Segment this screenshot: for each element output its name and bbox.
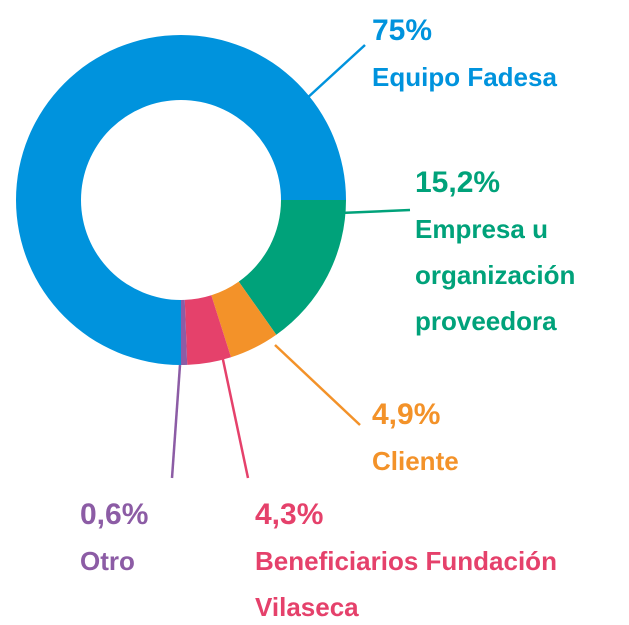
category-label: Cliente bbox=[372, 446, 459, 476]
leader-line bbox=[304, 44, 366, 101]
donut-segment bbox=[16, 35, 346, 365]
segment-label: 0,6% Otro bbox=[80, 492, 230, 584]
donut-segment bbox=[181, 299, 188, 365]
category-label: Otro bbox=[80, 546, 135, 576]
leader-line bbox=[220, 354, 250, 479]
leader-line bbox=[170, 364, 182, 479]
category-label: Empresa u organización proveedora bbox=[415, 214, 576, 336]
segment-label: 4,9% Cliente bbox=[372, 392, 629, 484]
category-label: Equipo Fadesa bbox=[372, 62, 557, 92]
donut-segment bbox=[211, 281, 277, 358]
value-label: 15,2% bbox=[415, 166, 501, 199]
segment-label: 4,3% Beneficiarios Fundación Vilaseca bbox=[255, 492, 615, 625]
segment-label: 75% Equipo Fadesa bbox=[372, 8, 629, 100]
leader-line bbox=[274, 344, 361, 426]
donut-segment bbox=[238, 200, 346, 335]
segment-label: 15,2% Empresa u organización proveedora bbox=[415, 160, 629, 344]
value-label: 75% bbox=[372, 14, 433, 47]
category-label: Beneficiarios Fundación Vilaseca bbox=[255, 546, 557, 622]
value-label: 4,3% bbox=[255, 498, 324, 531]
donut-segment bbox=[184, 295, 232, 365]
leader-line bbox=[339, 208, 411, 215]
value-label: 0,6% bbox=[80, 498, 149, 531]
value-label: 4,9% bbox=[372, 398, 441, 431]
